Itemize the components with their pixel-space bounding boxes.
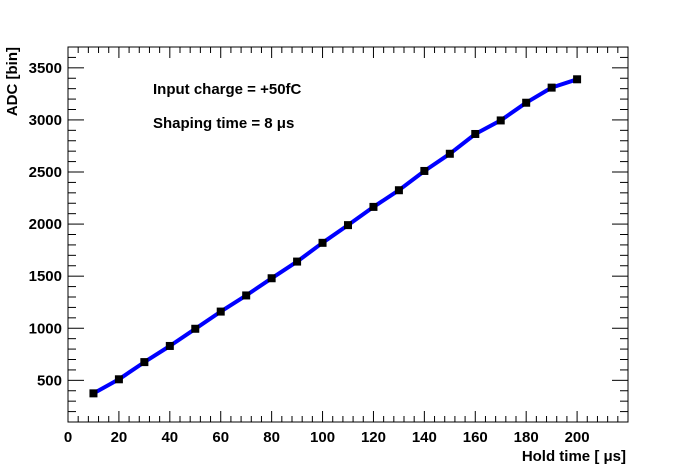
y-tick-label: 2500	[29, 164, 62, 181]
x-tick-label: 60	[212, 429, 229, 446]
data-point	[318, 238, 327, 247]
annotation-shaping-time: Shaping time = 8 μs	[153, 115, 294, 132]
y-tick-label: 1500	[29, 268, 62, 285]
x-tick-label: 0	[64, 429, 72, 446]
x-tick-label: 40	[161, 429, 178, 446]
x-tick-label: 200	[565, 429, 590, 446]
y-tick-label: 3000	[29, 112, 62, 129]
data-point	[471, 129, 480, 138]
x-tick-label: 20	[111, 429, 128, 446]
plot-frame	[67, 46, 629, 423]
data-point	[573, 75, 582, 84]
y-tick-label: 500	[37, 372, 62, 389]
x-axis-tick-labels: 0 20 40 60 80 100 120 140 160 180 200	[64, 429, 590, 446]
data-point	[140, 358, 149, 367]
x-tick-label: 140	[412, 429, 437, 446]
data-point	[216, 307, 225, 316]
x-tick-label: 120	[361, 429, 386, 446]
data-point	[165, 341, 174, 350]
x-tick-label: 80	[263, 429, 280, 446]
data-point	[420, 166, 429, 175]
data-point	[344, 221, 352, 230]
data-point	[369, 202, 378, 211]
data-point	[496, 116, 505, 125]
x-axis-title: Hold time [ μs]	[522, 448, 626, 465]
y-axis-title: ADC [bin]	[4, 47, 21, 116]
data-point	[114, 375, 123, 384]
y-tick-label: 2000	[29, 216, 62, 233]
annotation-input-charge: Input charge = +50fC	[153, 81, 302, 98]
data-point	[89, 389, 98, 398]
x-tick-label: 180	[514, 429, 539, 446]
y-tick-label: 1000	[29, 320, 62, 337]
data-point	[445, 149, 454, 158]
series-group	[89, 75, 582, 398]
y-axis-ticks	[68, 46, 628, 423]
x-tick-label: 160	[463, 429, 488, 446]
data-point	[293, 257, 302, 266]
y-tick-label: 3500	[29, 60, 62, 77]
x-tick-label: 100	[310, 429, 335, 446]
data-point	[242, 291, 251, 300]
series-line	[92, 77, 578, 396]
data-point	[547, 83, 556, 92]
data-point	[522, 98, 531, 107]
x-axis-ticks	[67, 47, 629, 422]
y-axis-tick-labels: 500 1000 1500 2000 2500 3000 3500	[29, 60, 62, 390]
data-point	[191, 324, 200, 333]
data-point	[267, 274, 276, 283]
data-point	[394, 186, 403, 195]
